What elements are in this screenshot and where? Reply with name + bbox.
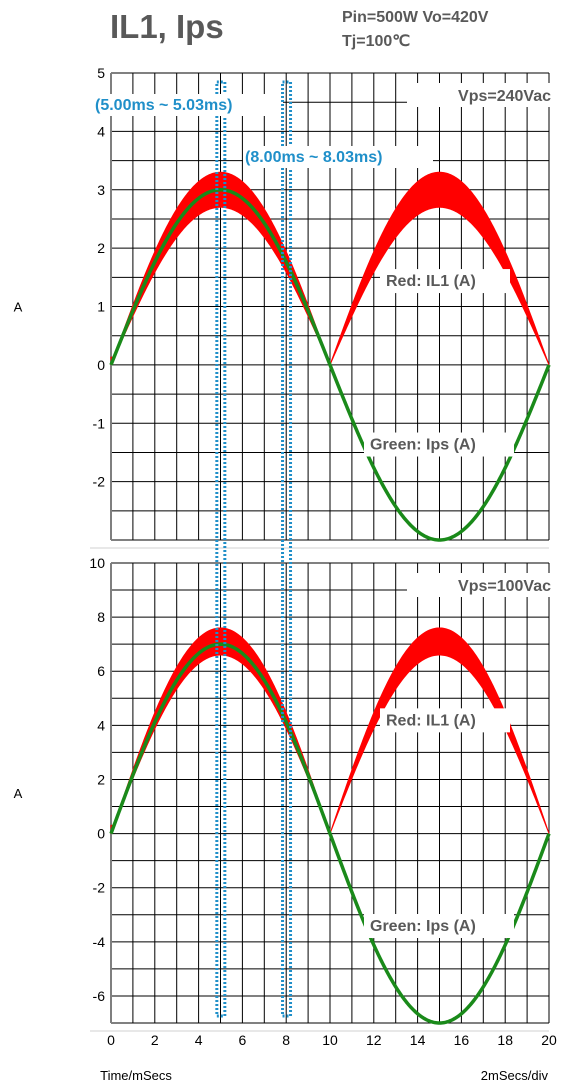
y-tick-label: 0 [97,357,105,373]
il1-red-envelope [110,171,550,367]
ips-green-trace [109,642,551,1025]
il1-red-envelope [110,627,550,836]
y-tick-label: -6 [93,988,106,1004]
y-tick-label: -4 [93,934,106,950]
x-tick-label: 18 [497,1032,513,1048]
time-windows: (5.00ms ~ 5.03ms) (8.00ms ~ 8.03ms) [93,80,433,1018]
conditions-line-1: Pin=500W Vo=420V [342,9,489,26]
conditions-line-2: Tj=100℃ [342,33,410,50]
y-tick-label: -2 [93,474,106,490]
condition-label: Vps=240Vac [458,88,551,105]
y-tick-label: 5 [97,65,105,81]
x-tick-label: 20 [541,1032,557,1048]
ips-green-trace [109,187,551,542]
y-tick-label: 0 [97,826,105,842]
y-tick-label: -1 [93,415,106,431]
x-tick-label: 6 [239,1032,247,1048]
time-window-label: (5.00ms ~ 5.03ms) [95,97,232,114]
x-tick-label: 8 [282,1032,290,1048]
il1-label: Red: IL1 (A) [386,712,476,729]
x-scale-label: 2mSecs/div [481,1068,549,1083]
x-tick-label: 12 [366,1032,382,1048]
y-tick-label: 6 [97,663,105,679]
y-tick-label: 2 [97,771,105,787]
time-window-label: (8.00ms ~ 8.03ms) [245,149,382,166]
y-tick-label: 2 [97,240,105,256]
x-axis-label: Time/mSecs [100,1068,172,1083]
il1-label-bg [380,269,510,294]
ips-label-bg [364,914,514,938]
y-tick-label: 4 [97,717,105,733]
y-axis-label: A [14,300,23,315]
y-tick-label: 10 [89,555,105,571]
condition-label-bg [407,83,553,107]
ips-label: Green: Ips (A) [370,437,476,454]
y-tick-label: 8 [97,609,105,625]
y-axis-label: A [14,786,23,801]
y-tick-label: -2 [93,880,106,896]
il1-label-bg [380,708,510,733]
figure-title: IL1, Ips [110,8,224,45]
ips-label-bg [364,432,514,457]
time-window-box [215,80,227,1018]
ips-label: Green: Ips (A) [370,918,476,935]
il1-label: Red: IL1 (A) [386,273,476,290]
condition-label-bg [407,573,553,597]
time-window-label-bg [243,146,433,168]
x-tick-label: 2 [151,1032,159,1048]
y-tick-label: 1 [97,299,105,315]
time-window-box [281,80,293,1018]
x-tick-label: 10 [322,1032,338,1048]
y-tick-label: 4 [97,123,105,139]
x-tick-label: 16 [454,1032,470,1048]
x-tick-label: 0 [107,1032,115,1048]
y-tick-label: 3 [97,182,105,198]
time-window-label-bg [93,94,283,116]
x-tick-label: 14 [410,1032,426,1048]
x-tick-label: 4 [195,1032,203,1048]
condition-label: Vps=100Vac [458,578,551,595]
